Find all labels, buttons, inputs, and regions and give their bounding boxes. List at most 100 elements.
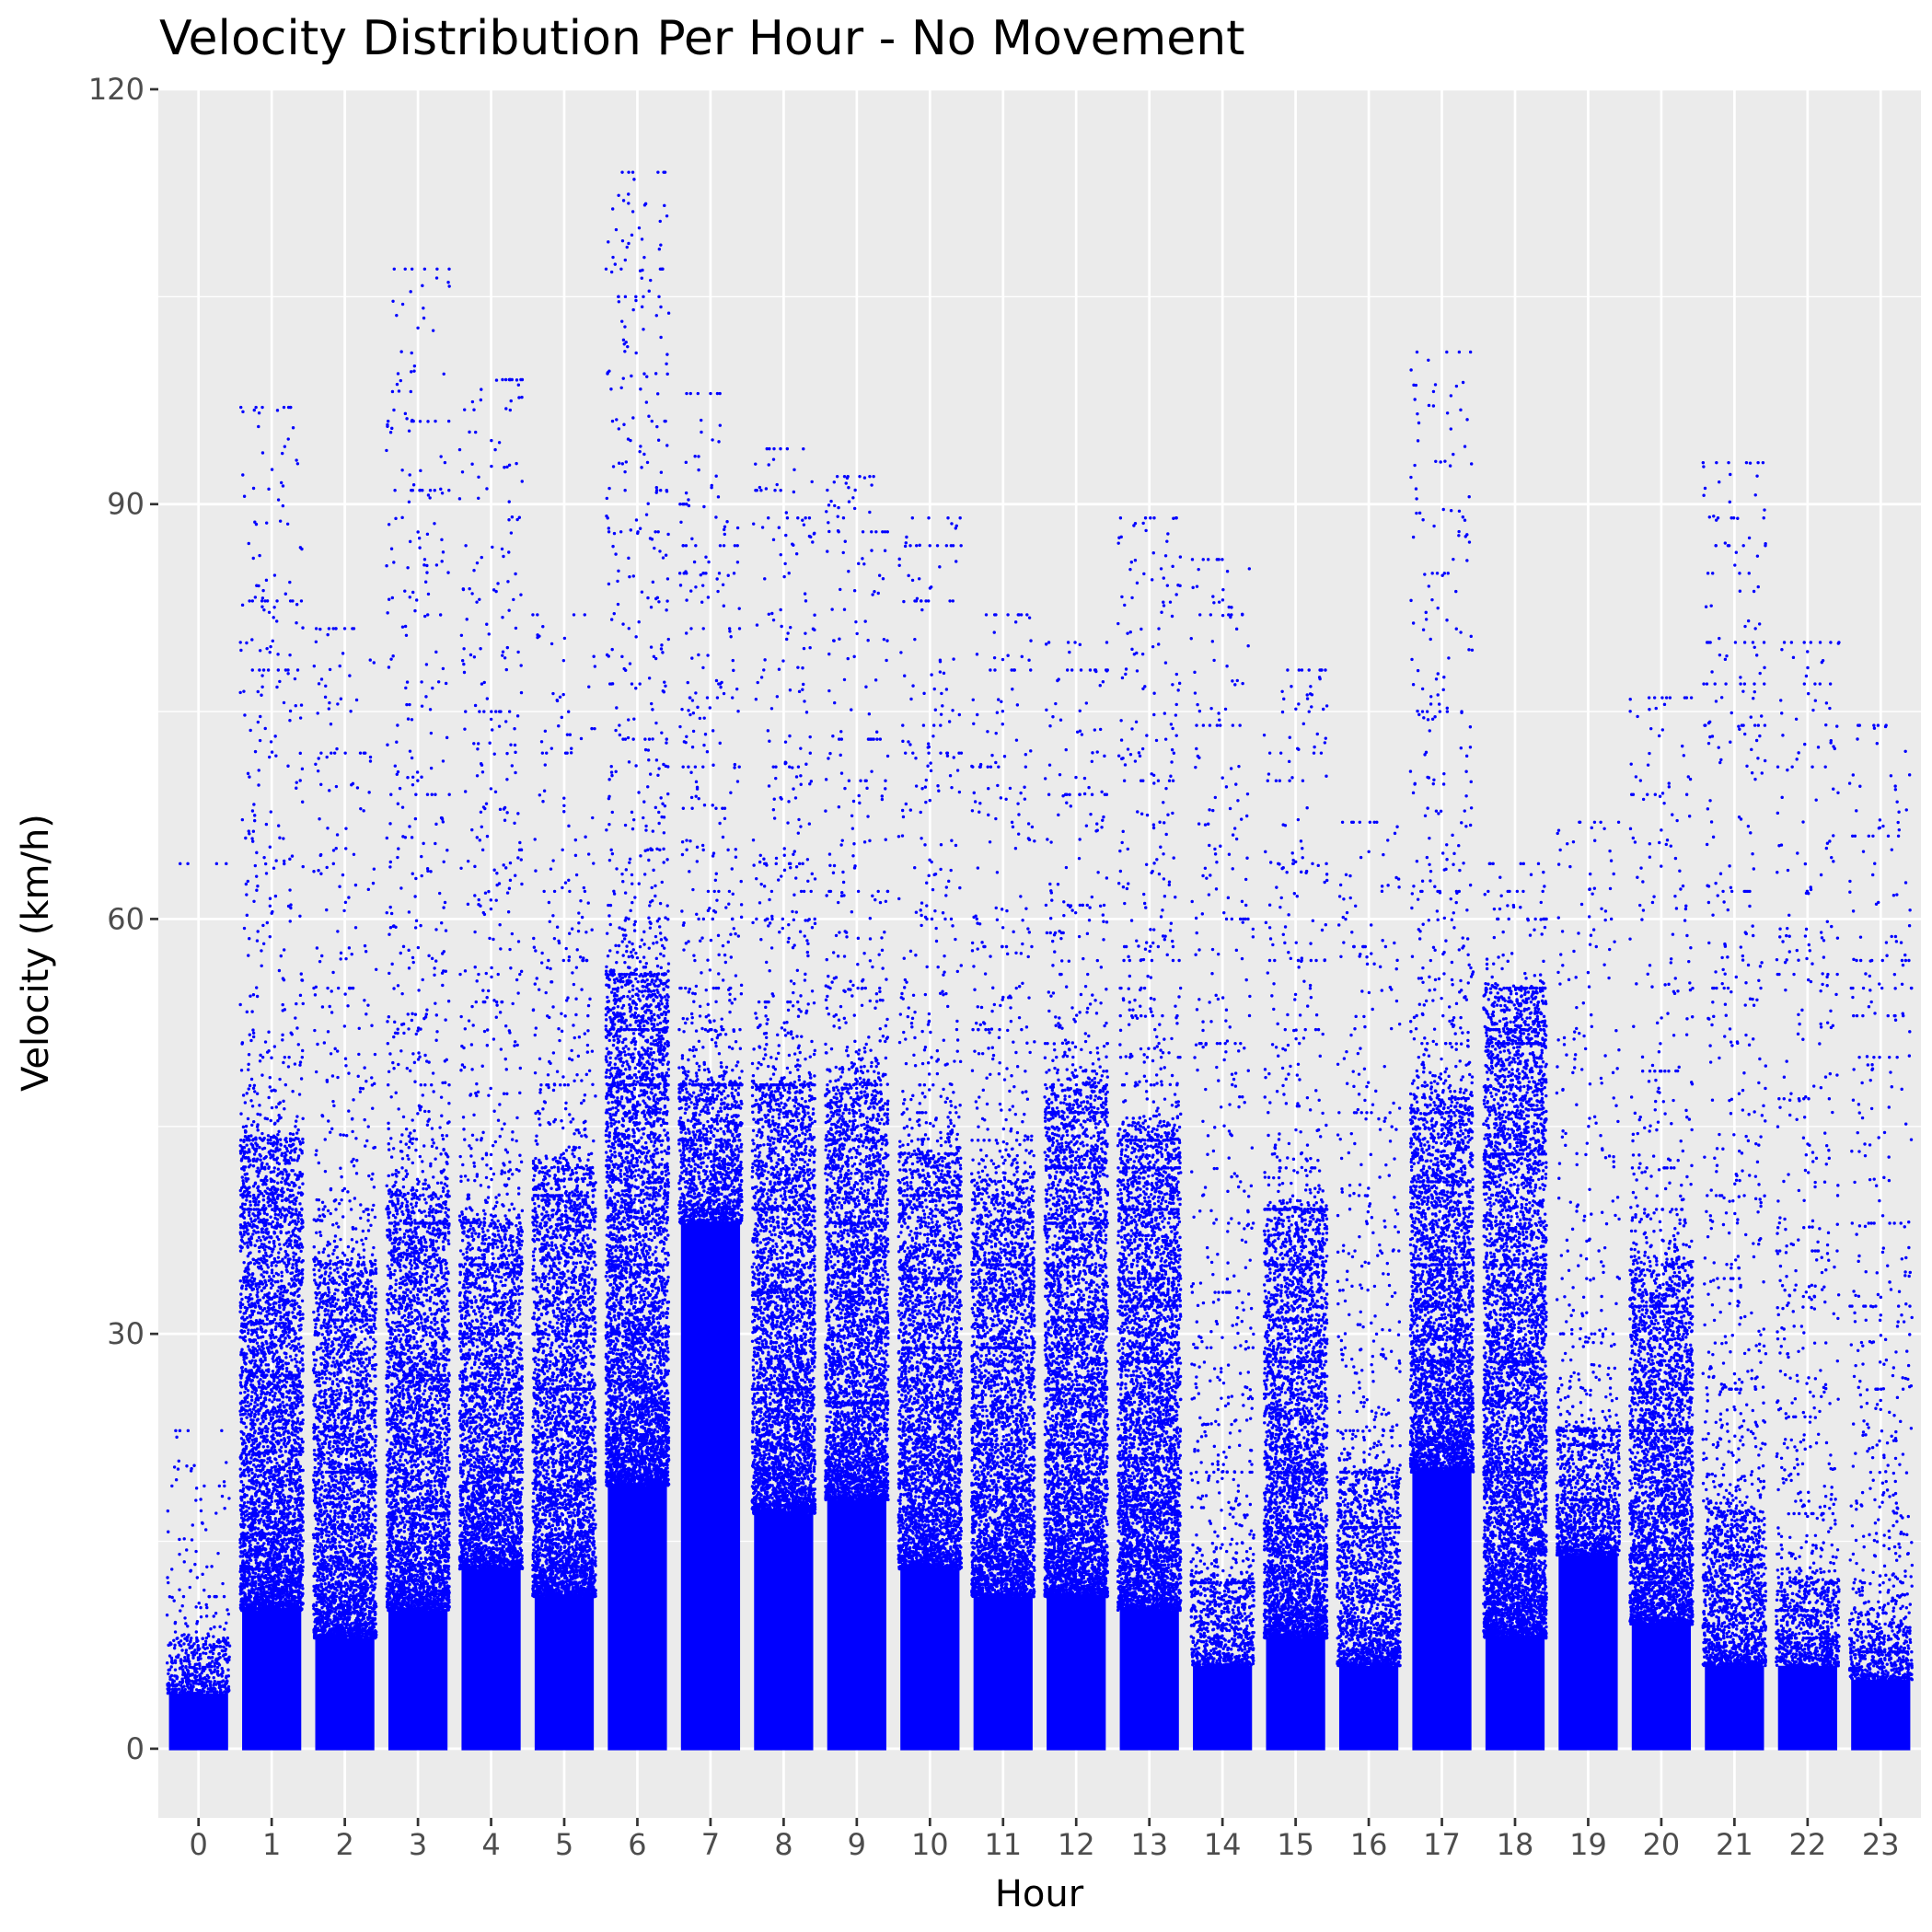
data-point: [204, 1652, 207, 1655]
data-point: [181, 1673, 184, 1676]
data-point: [254, 1558, 257, 1561]
data-point: [257, 1412, 260, 1415]
data-point: [196, 1647, 199, 1649]
data-point: [173, 1465, 176, 1468]
data-point: [195, 1487, 198, 1489]
data-point: [199, 1606, 202, 1609]
data-point: [195, 1622, 198, 1625]
data-point: [214, 1511, 217, 1514]
data-point: [196, 1639, 199, 1642]
data-point: [197, 1659, 200, 1661]
data-point: [214, 1692, 217, 1695]
data-point: [221, 1667, 224, 1670]
data-point: [182, 1684, 185, 1687]
data-point: [179, 1667, 181, 1670]
data-point: [257, 1217, 260, 1220]
data-point: [170, 1568, 173, 1570]
data-point: [196, 1576, 199, 1579]
data-point: [269, 1503, 272, 1506]
data-point: [272, 1275, 275, 1278]
data-point: [226, 1637, 229, 1639]
data-point: [227, 1685, 230, 1688]
data-point: [268, 1291, 271, 1294]
data-point: [198, 1602, 201, 1604]
data-point: [279, 1315, 282, 1318]
data-point: [202, 1677, 204, 1680]
data-point: [243, 1217, 246, 1220]
data-point: [227, 1659, 230, 1661]
data-point: [201, 1684, 203, 1687]
data-point: [214, 1595, 217, 1598]
data-point: [223, 1480, 226, 1483]
data-point: [217, 1682, 220, 1684]
data-point: [214, 1659, 217, 1661]
data-point: [195, 1662, 198, 1665]
data-point: [243, 1549, 246, 1552]
data-point: [213, 1625, 215, 1628]
data-point: [211, 1687, 214, 1690]
data-point: [247, 1328, 249, 1331]
data-point: [174, 1630, 177, 1633]
data-point: [293, 1185, 295, 1187]
data-point: [167, 1531, 169, 1533]
data-point: [214, 1646, 216, 1649]
data-point: [281, 1380, 283, 1382]
data-point: [225, 1622, 227, 1625]
data-point: [167, 1644, 169, 1647]
data-point: [172, 1639, 175, 1642]
data-point: [227, 1656, 230, 1659]
data-point: [223, 1507, 226, 1510]
data-point: [223, 1685, 226, 1688]
data-point: [279, 1406, 282, 1408]
data-point: [183, 1656, 186, 1659]
data-point: [185, 1548, 188, 1551]
data-point: [239, 1523, 242, 1526]
data-point: [281, 1275, 283, 1278]
data-point: [221, 1670, 224, 1672]
data-point: [283, 1437, 285, 1440]
data-point: [198, 1667, 201, 1670]
data-point: [250, 1399, 253, 1402]
data-point: [201, 1521, 203, 1524]
data-point: [223, 1485, 226, 1487]
data-point: [194, 1679, 197, 1682]
data-point: [191, 1646, 193, 1649]
data-point: [245, 1143, 248, 1146]
data-point: [193, 1668, 196, 1671]
data-point: [215, 1661, 218, 1664]
data-point: [198, 1664, 201, 1667]
data-point: [248, 1211, 250, 1214]
data-point: [300, 1214, 303, 1217]
data-point: [191, 1538, 193, 1541]
data-point: [173, 1644, 176, 1647]
data-point: [178, 1460, 180, 1463]
data-point: [207, 1656, 210, 1659]
data-point: [170, 1596, 173, 1599]
data-point: [210, 1565, 213, 1568]
data-point: [221, 1582, 224, 1585]
data-point: [210, 1649, 213, 1652]
data-point: [256, 1341, 259, 1344]
data-point: [166, 1661, 168, 1664]
data-point: [255, 1490, 258, 1493]
data-point: [185, 1649, 188, 1651]
data-point: [250, 1472, 253, 1475]
data-point: [228, 1644, 231, 1647]
data-point: [283, 1336, 286, 1339]
data-point: [210, 1672, 213, 1674]
data-point: [174, 1621, 177, 1624]
data-point: [216, 1666, 219, 1669]
data-point: [225, 1461, 227, 1463]
data-point: [176, 1656, 179, 1659]
data-point: [283, 1255, 286, 1258]
data-point: [195, 1651, 198, 1654]
data-point: [166, 1614, 168, 1616]
data-point: [168, 1683, 171, 1686]
data-point: [214, 1683, 217, 1685]
data-point: [188, 1690, 191, 1693]
data-point: [223, 1640, 226, 1643]
data-point: [254, 1218, 257, 1221]
data-point: [219, 1691, 222, 1694]
data-point: [183, 1560, 186, 1563]
data-point: [242, 1459, 245, 1462]
